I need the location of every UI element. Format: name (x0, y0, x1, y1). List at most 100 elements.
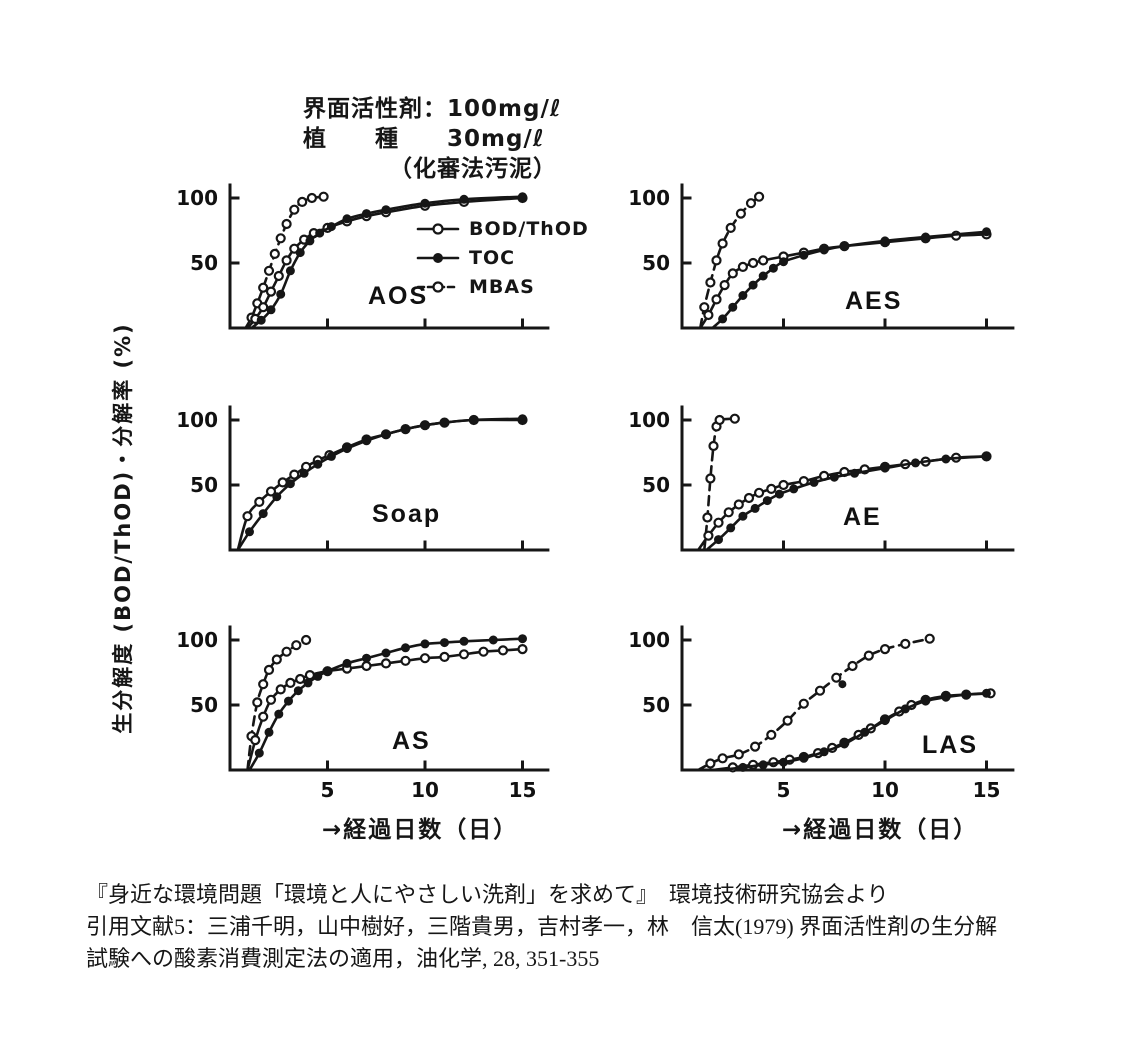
las-mbas-marker (750, 741, 761, 752)
aes-bod-thod-marker (727, 268, 738, 279)
citation-block: 『身近な環境問題「環境と人にやさしい洗剤」を求めて』 環境技術研究協会より 引用… (86, 879, 1096, 975)
as-toc-marker (303, 678, 313, 688)
aes-toc-marker (758, 271, 768, 281)
chart-svg-ae: 50 100 AE (628, 405, 1015, 552)
as-bod-thod-marker (361, 660, 372, 672)
panel-label-soap: Soap (372, 500, 441, 528)
aos-toc-marker (305, 236, 315, 246)
as-toc-marker (254, 748, 264, 758)
ae-mbas-marker (714, 414, 725, 426)
as-toc-marker (420, 639, 430, 649)
aos-mbas-marker (263, 265, 275, 276)
as-bod-thod-marker (400, 655, 411, 666)
ae-toc-marker (774, 489, 784, 499)
soap-toc-curve (236, 417, 524, 552)
las-mbas-marker (766, 729, 777, 741)
las-mbas-marker (705, 758, 716, 769)
citation-reference-line: 引用文献5：三浦千明，山中樹好，三階貴男，吉村孝一，林 信太(1979) 界面活… (86, 914, 998, 939)
aos-toc-marker (342, 214, 352, 224)
aes-bod-thod-marker (758, 255, 769, 266)
soap-toc-marker (440, 418, 449, 428)
as-mbas-marker (271, 654, 282, 665)
aos-mbas-marker (297, 196, 308, 207)
x-axis-title-right: →経過日数（日） (782, 817, 979, 843)
aes-y-tick-label: 100 (628, 186, 670, 210)
las-mbas-marker (831, 672, 842, 683)
las-x-tick-label: 15 (973, 778, 1001, 802)
las-toc-marker (921, 696, 931, 706)
soap-bod-thod-marker (254, 496, 265, 508)
aes-bod-thod-marker (737, 261, 749, 273)
soap-toc-marker (469, 415, 479, 425)
as-mbas-marker (301, 634, 312, 646)
las-mbas-marker (782, 715, 793, 726)
ae-bod-thod-marker (733, 499, 744, 510)
soap-bod-thod-marker (265, 486, 277, 497)
as-bod-thod-marker (304, 669, 315, 681)
soap-axes (228, 405, 550, 552)
aos-toc-marker (326, 222, 336, 232)
as-mbas-marker (258, 679, 269, 690)
aos-mbas-marker (275, 233, 286, 244)
soap-bod-thod-marker (277, 477, 288, 488)
aes-mbas-marker (725, 222, 736, 234)
as-toc-marker (323, 666, 332, 676)
ae-bod-thod-marker (743, 492, 755, 504)
as-y-tick-label: 50 (190, 693, 218, 717)
las-mbas-marker (798, 698, 809, 709)
y-axis-title: 生分解度 (BOD/ThOD)・分解率 (%) (111, 322, 135, 734)
las-mbas-marker (717, 753, 728, 764)
as-bod-thod-marker (439, 651, 450, 663)
las-toc-marker (982, 688, 991, 698)
legend: BOD/ThOD TOC MBAS (416, 218, 589, 298)
as-bod-thod-marker (458, 649, 470, 660)
as-bod-thod-marker (380, 658, 392, 669)
aos-toc-marker (256, 315, 266, 325)
aes-y-tick-label: 50 (642, 251, 670, 275)
figure-conditions-block: 界面活性剤：100mg/ℓ 植 種 30mg/ℓ （化審法汚泥） (303, 94, 562, 184)
aes-toc-marker (880, 236, 890, 246)
soap-toc-marker (518, 414, 527, 424)
aos-toc-marker (285, 266, 295, 276)
las-mbas-marker (924, 633, 935, 644)
soap-toc-marker (245, 527, 254, 537)
aes-mbas-marker (754, 191, 765, 202)
aes-mbas-marker (705, 277, 716, 288)
aos-mbas-marker (289, 204, 300, 215)
as-toc-marker (313, 671, 323, 681)
legend-item-toc: TOC (416, 247, 589, 269)
ae-toc-marker (829, 472, 839, 482)
aes-mbas-marker (735, 208, 747, 219)
las-x-tick-label: 10 (871, 778, 899, 802)
as-toc-marker (459, 636, 469, 646)
ae-toc-marker (850, 468, 860, 478)
ae-mbas-marker (705, 473, 716, 484)
as-y-tick-label: 100 (176, 628, 218, 652)
ae-toc-marker (789, 484, 799, 494)
las-toc-marker (900, 704, 910, 714)
aes-toc-marker (921, 232, 931, 242)
ae-mbas-marker (708, 440, 719, 452)
aes-toc-marker (799, 250, 809, 260)
aos-toc-marker (276, 289, 286, 299)
soap-y-tick-label: 50 (190, 473, 218, 497)
ae-toc-marker (809, 477, 819, 487)
ae-toc-marker (738, 511, 748, 521)
las-toc-marker (738, 762, 748, 772)
filled-circle-solid-line-icon (416, 253, 460, 263)
las-toc-marker (880, 716, 890, 726)
aes-bod-thod-marker (711, 294, 722, 305)
las-mbas-marker (814, 685, 826, 696)
as-toc-marker (284, 696, 293, 706)
as-bod-thod-marker (285, 677, 296, 689)
aos-toc-marker (381, 205, 391, 215)
las-stray-point (838, 680, 847, 689)
as-toc-marker (518, 634, 527, 644)
legend-label-toc: TOC (469, 247, 516, 269)
ae-toc-marker (911, 458, 920, 468)
las-mbas-marker (733, 749, 744, 760)
aes-toc-marker (748, 280, 758, 290)
aos-mbas-marker (306, 192, 317, 204)
ae-mbas-marker (729, 413, 740, 424)
las-y-tick-label: 100 (628, 628, 670, 652)
